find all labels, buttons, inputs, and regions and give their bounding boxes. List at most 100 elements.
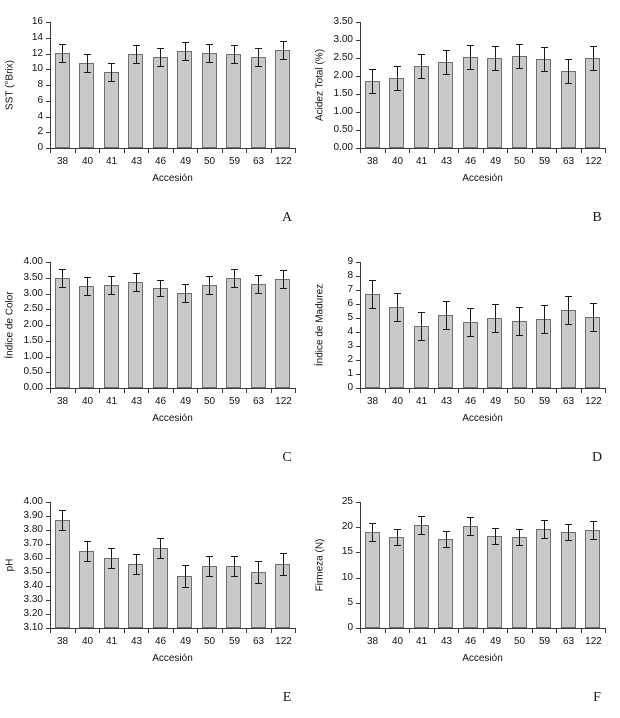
x-tick-mark (173, 149, 174, 153)
x-tick-mark (483, 629, 484, 633)
x-tick-mark (483, 389, 484, 393)
panel-letter: E (282, 690, 292, 705)
y-tick-mark (46, 309, 50, 310)
y-tick-label: 3.80 (23, 524, 43, 535)
y-tick-label: 3.50 (333, 16, 353, 27)
x-tick-mark (360, 389, 361, 393)
y-tick-label: 4 (37, 111, 43, 122)
error-bar-bottom-cap (59, 287, 66, 288)
error-bar-bottom-cap (516, 335, 523, 336)
error-bar-top-cap (133, 554, 140, 555)
error-bar-bottom-cap (590, 331, 597, 332)
x-tick-mark (124, 389, 125, 393)
error-bar-top-cap (443, 50, 450, 51)
y-tick-mark (46, 148, 50, 149)
x-tick-label: 50 (513, 396, 526, 407)
y-tick-mark (46, 262, 50, 263)
x-tick-label: 40 (391, 636, 404, 647)
bar (128, 54, 143, 148)
x-axis-title: Accesión (462, 413, 503, 424)
x-tick-label: 122 (275, 156, 292, 167)
error-bar-top-cap (369, 69, 376, 70)
x-tick-mark (271, 629, 272, 633)
y-tick-mark (46, 572, 50, 573)
y-tick-label: 3.30 (23, 594, 43, 605)
error-bar-line (568, 524, 569, 540)
error-bar-line (470, 517, 471, 535)
bar (365, 532, 380, 628)
bar (414, 525, 429, 628)
y-tick-label: 0 (347, 622, 353, 633)
x-tick-label: 59 (228, 636, 241, 647)
x-tick-mark (385, 629, 386, 633)
x-tick-label: 63 (562, 396, 575, 407)
x-tick-mark (605, 629, 606, 633)
x-tick-label: 40 (391, 396, 404, 407)
error-bar-line (258, 561, 259, 583)
error-bar-line (209, 44, 210, 62)
x-tick-mark (222, 389, 223, 393)
x-tick-label: 40 (81, 396, 94, 407)
x-tick-mark (197, 629, 198, 633)
error-bar-top-cap (108, 276, 115, 277)
error-bar-bottom-cap (133, 574, 140, 575)
chart-panel-f: Firmeza (N) 0 5 10 15 20 25 38 40 41 43 46 49 50 59 63 1… (310, 480, 620, 718)
x-tick-label: 41 (415, 156, 428, 167)
y-tick-label: 4 (347, 326, 353, 337)
x-tick-label: 63 (562, 636, 575, 647)
error-bar-top-cap (182, 284, 189, 285)
error-bar-top-cap (516, 529, 523, 530)
bar (55, 520, 70, 628)
error-bar-top-cap (394, 529, 401, 530)
error-bar-bottom-cap (108, 294, 115, 295)
error-bar-top-cap (565, 296, 572, 297)
x-tick-mark (556, 629, 557, 633)
y-tick-mark (46, 54, 50, 55)
error-bar-line (495, 46, 496, 70)
error-bar-line (568, 59, 569, 83)
bar (536, 59, 551, 148)
y-axis-line (50, 262, 51, 389)
y-tick-label: 6 (37, 95, 43, 106)
error-bar-line (234, 45, 235, 63)
error-bar-line (544, 520, 545, 538)
x-tick-mark (246, 389, 247, 393)
x-tick-label: 38 (56, 636, 69, 647)
bar (251, 57, 266, 148)
error-bar-line (593, 521, 594, 539)
error-bar-line (62, 44, 63, 62)
y-tick-mark (356, 148, 360, 149)
x-tick-mark (50, 149, 51, 153)
error-bar-top-cap (255, 48, 262, 49)
x-tick-label: 40 (81, 156, 94, 167)
error-bar-bottom-cap (369, 308, 376, 309)
y-tick-mark (356, 374, 360, 375)
error-bar-top-cap (206, 556, 213, 557)
y-tick-mark (46, 117, 50, 118)
error-bar-bottom-cap (516, 545, 523, 546)
y-tick-mark (46, 85, 50, 86)
x-tick-label: 59 (228, 156, 241, 167)
error-bar-line (397, 529, 398, 545)
bar (512, 56, 527, 148)
x-tick-label: 122 (585, 396, 602, 407)
x-tick-label: 49 (179, 636, 192, 647)
y-tick-label: 6 (347, 298, 353, 309)
y-tick-label: 2.00 (23, 319, 43, 330)
error-bar-bottom-cap (541, 71, 548, 72)
error-bar-bottom-cap (590, 70, 597, 71)
error-bar-line (446, 531, 447, 547)
y-tick-mark (46, 614, 50, 615)
y-tick-mark (46, 586, 50, 587)
error-bar-top-cap (157, 48, 164, 49)
error-bar-line (111, 276, 112, 294)
y-tick-label: 3.00 (23, 288, 43, 299)
y-axis-line (50, 502, 51, 629)
bar (177, 293, 192, 388)
error-bar-top-cap (182, 565, 189, 566)
x-tick-mark (556, 389, 557, 393)
error-bar-top-cap (418, 54, 425, 55)
y-tick-mark (356, 527, 360, 528)
panel-letter: A (281, 210, 293, 225)
y-tick-label: 3.40 (23, 580, 43, 591)
